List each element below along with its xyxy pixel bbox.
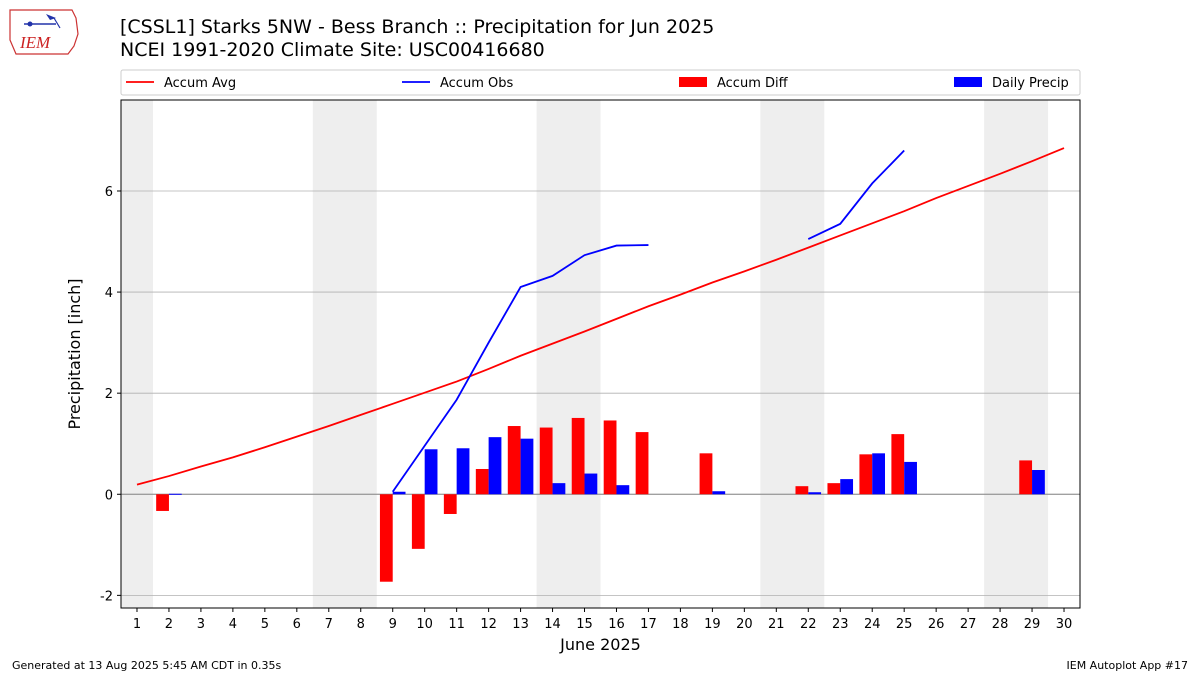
x-axis-label: June 2025 bbox=[559, 635, 641, 654]
x-tick-label: 4 bbox=[229, 617, 237, 632]
x-tick-label: 26 bbox=[928, 617, 945, 632]
legend-box bbox=[120, 69, 1081, 96]
x-tick-label: 20 bbox=[736, 617, 753, 632]
x-tick-label: 30 bbox=[1056, 617, 1073, 632]
x-tick-label: 10 bbox=[416, 617, 433, 632]
legend-label: Daily Precip bbox=[992, 76, 1069, 91]
accum-obs-line bbox=[391, 244, 649, 493]
daily-precip-bar bbox=[616, 485, 630, 495]
weekend-band bbox=[121, 100, 153, 608]
accum-diff-bar bbox=[859, 454, 873, 495]
x-tick-label: 5 bbox=[261, 617, 269, 632]
y-tick-label: -2 bbox=[100, 589, 113, 604]
y-tick-label: 4 bbox=[105, 286, 113, 301]
x-axis-ticks: 1 2 3 4 5 6 7 8 9 10 11 12 13 14 15 16 17 18 19 20 21 22 23 24 2… bbox=[133, 608, 1072, 632]
accum-diff-bar bbox=[539, 427, 553, 495]
legend: Accum Avg Accum Obs Accum Diff Daily Precip bbox=[120, 69, 1081, 96]
x-tick-label: 17 bbox=[640, 617, 657, 632]
accum-diff-bar bbox=[443, 494, 457, 514]
chart-title: [CSSL1] Starks 5NW - Bess Branch :: Prec… bbox=[120, 16, 715, 38]
x-tick-label: 14 bbox=[544, 617, 561, 632]
weekend-band bbox=[536, 100, 601, 608]
x-tick-label: 2 bbox=[165, 617, 173, 632]
iem-logo: IEM bbox=[6, 4, 82, 62]
daily-precip-bar bbox=[904, 461, 917, 495]
accum-diff-bar bbox=[156, 494, 169, 511]
daily-precip-bar bbox=[584, 473, 598, 495]
daily-precip-bar bbox=[872, 453, 886, 495]
x-tick-label: 12 bbox=[480, 617, 497, 632]
y-tick-label: 6 bbox=[105, 185, 113, 200]
accum-diff-bar bbox=[571, 417, 585, 495]
x-tick-label: 29 bbox=[1024, 617, 1041, 632]
y-tick-label: 0 bbox=[105, 488, 113, 503]
generated-timestamp: Generated at 13 Aug 2025 5:45 AM CDT in … bbox=[12, 659, 282, 672]
x-tick-label: 21 bbox=[768, 617, 785, 632]
daily-precip-bar bbox=[552, 483, 566, 495]
daily-precip-bar bbox=[488, 437, 502, 495]
daily-precip-bar bbox=[840, 479, 854, 495]
x-tick-label: 6 bbox=[293, 617, 301, 632]
accum-obs-line bbox=[807, 149, 905, 240]
accum-diff-bar bbox=[699, 453, 713, 495]
accum-diff-bar bbox=[411, 494, 425, 549]
legend-label: Accum Diff bbox=[717, 76, 789, 91]
x-tick-label: 13 bbox=[512, 617, 529, 632]
daily-precip-bar bbox=[456, 448, 470, 495]
line-series bbox=[136, 147, 1065, 493]
daily-precip-bar bbox=[808, 492, 822, 495]
accum-diff-bar bbox=[475, 468, 489, 495]
x-tick-label: 27 bbox=[960, 617, 977, 632]
x-tick-label: 3 bbox=[197, 617, 205, 632]
x-tick-label: 15 bbox=[576, 617, 593, 632]
daily-precip-bar bbox=[712, 491, 726, 495]
logo-text: IEM bbox=[19, 33, 51, 52]
accum-diff-bar bbox=[635, 432, 649, 495]
accum-diff-bar bbox=[603, 420, 617, 495]
weekend-bands bbox=[121, 100, 1049, 608]
app-label: IEM Autoplot App #17 bbox=[1066, 659, 1189, 672]
chart-subtitle: NCEI 1991-2020 Climate Site: USC00416680 bbox=[120, 39, 545, 61]
x-tick-label: 11 bbox=[448, 617, 465, 632]
x-tick-label: 16 bbox=[608, 617, 625, 632]
accum-diff-bar bbox=[379, 494, 393, 582]
x-tick-label: 23 bbox=[832, 617, 849, 632]
weekend-band bbox=[312, 100, 377, 608]
x-tick-label: 1 bbox=[133, 617, 141, 632]
x-tick-label: 22 bbox=[800, 617, 817, 632]
legend-swatch bbox=[954, 77, 982, 87]
daily-precip-bar bbox=[424, 449, 438, 495]
x-tick-label: 9 bbox=[389, 617, 397, 632]
x-tick-label: 8 bbox=[357, 617, 365, 632]
plot-area bbox=[120, 99, 1081, 609]
daily-precip-bar bbox=[1032, 470, 1045, 495]
y-axis-label: Precipitation [inch] bbox=[65, 278, 84, 429]
x-tick-label: 25 bbox=[896, 617, 913, 632]
x-tick-label: 19 bbox=[704, 617, 721, 632]
x-tick-label: 7 bbox=[325, 617, 333, 632]
weekend-band bbox=[984, 100, 1049, 608]
legend-swatch bbox=[679, 77, 707, 87]
daily-precip-bar bbox=[520, 438, 534, 495]
y-tick-label: 2 bbox=[105, 387, 113, 402]
accum-diff-bar bbox=[891, 434, 905, 495]
accum-diff-bar bbox=[827, 483, 841, 495]
daily-precip-bar bbox=[168, 493, 182, 495]
x-tick-label: 28 bbox=[992, 617, 1009, 632]
legend-label: Accum Avg bbox=[164, 76, 236, 91]
y-axis-ticks: -2 0 2 4 6 bbox=[100, 185, 121, 604]
accum-diff-bar bbox=[1019, 460, 1033, 495]
weekend-band bbox=[760, 100, 825, 608]
accum-avg-line bbox=[136, 147, 1065, 486]
accum-diff-bar bbox=[795, 486, 809, 495]
bar-series bbox=[156, 417, 1045, 582]
daily-precip-bar bbox=[392, 491, 406, 495]
x-tick-label: 24 bbox=[864, 617, 881, 632]
accum-diff-bar bbox=[507, 426, 521, 495]
legend-label: Accum Obs bbox=[440, 76, 513, 91]
x-tick-label: 18 bbox=[672, 617, 689, 632]
